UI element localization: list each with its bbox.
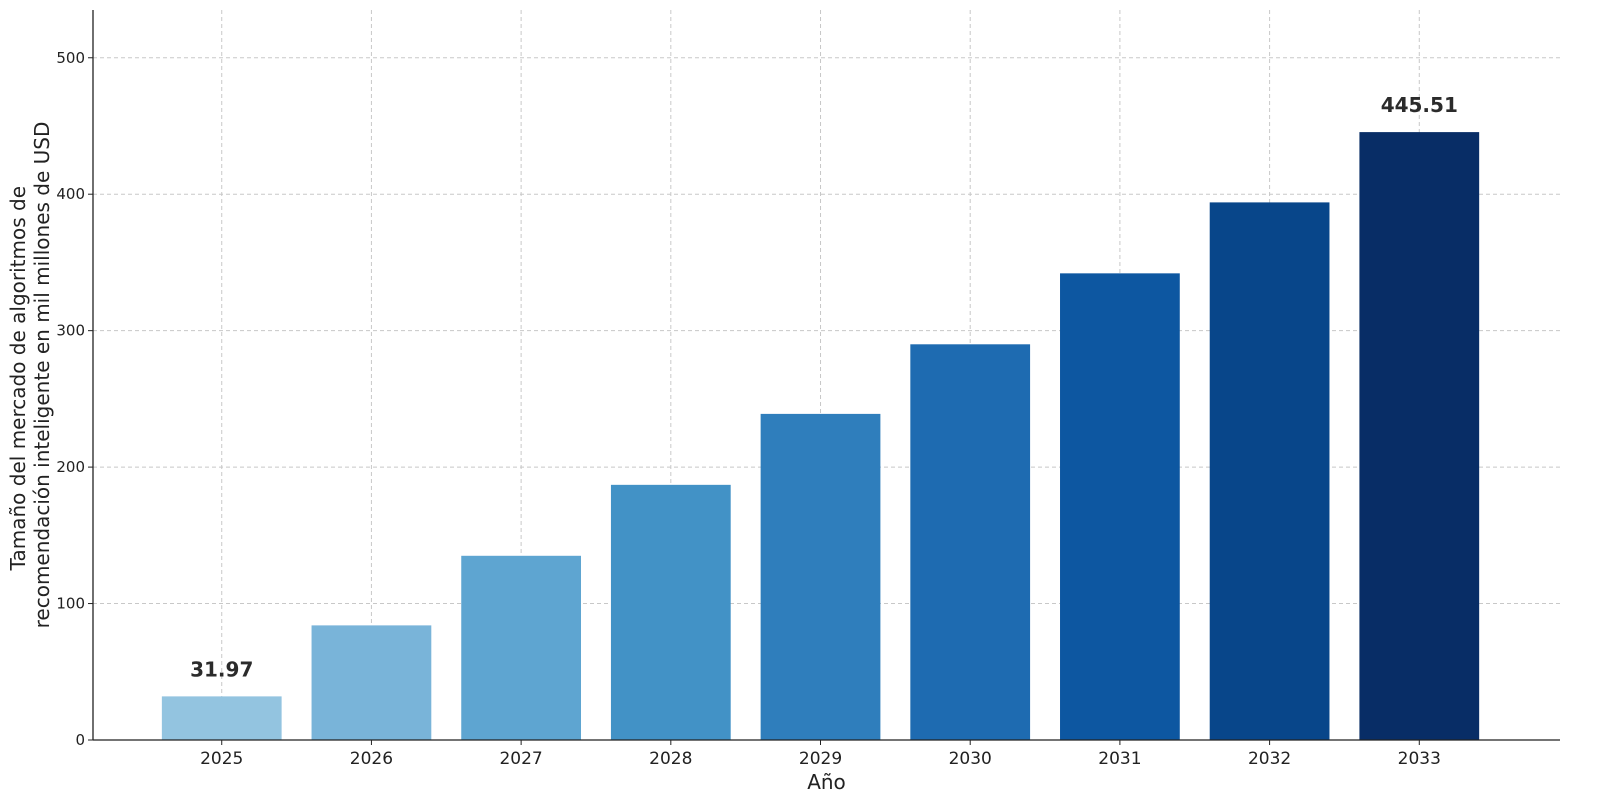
y-axis-title-line-2: recomendación inteligente en mil millone… <box>30 122 54 629</box>
bar-2032 <box>1209 202 1330 740</box>
data-label-2025: 31.97 <box>190 657 253 681</box>
bar-2031 <box>1060 273 1180 740</box>
y-tick-label: 400 <box>56 185 85 203</box>
x-tick-label: 2029 <box>799 749 842 769</box>
x-tick-label: 2031 <box>1098 749 1141 769</box>
x-axis-title: Año <box>807 770 846 794</box>
x-tick-label: 2033 <box>1398 749 1441 769</box>
data-labels: 31.97 445.51 <box>190 93 1458 681</box>
x-tick-label: 2026 <box>350 749 393 769</box>
y-tick-label: 500 <box>56 49 85 67</box>
bar-2027 <box>461 555 582 740</box>
x-tick-label: 2027 <box>499 749 542 769</box>
y-axis-title-line-1: Tamaño del mercado de algoritmos de <box>6 186 30 571</box>
y-ticks: 0 100 200 300 400 500 <box>56 49 93 749</box>
y-tick-label: 0 <box>75 731 85 749</box>
bar-2030 <box>910 344 1031 740</box>
y-tick-label: 200 <box>56 458 85 476</box>
bar-2025 <box>161 696 282 740</box>
x-ticks: 2025 2026 2027 2028 2029 2030 2031 2032 2033 <box>200 740 1441 769</box>
axes <box>92 10 1560 741</box>
bar-2029 <box>760 413 881 740</box>
data-label-2033: 445.51 <box>1381 93 1458 117</box>
bar-2033 <box>1359 132 1480 740</box>
y-tick-label: 100 <box>56 595 85 613</box>
x-tick-label: 2030 <box>949 749 992 769</box>
bar-2026 <box>311 625 432 740</box>
bars <box>161 132 1480 740</box>
x-tick-label: 2032 <box>1248 749 1291 769</box>
y-axis-title: Tamaño del mercado de algoritmos de reco… <box>6 122 54 629</box>
bar-2028 <box>610 484 731 740</box>
x-tick-label: 2028 <box>649 749 692 769</box>
x-tick-label: 2025 <box>200 749 243 769</box>
y-tick-label: 300 <box>56 322 85 340</box>
